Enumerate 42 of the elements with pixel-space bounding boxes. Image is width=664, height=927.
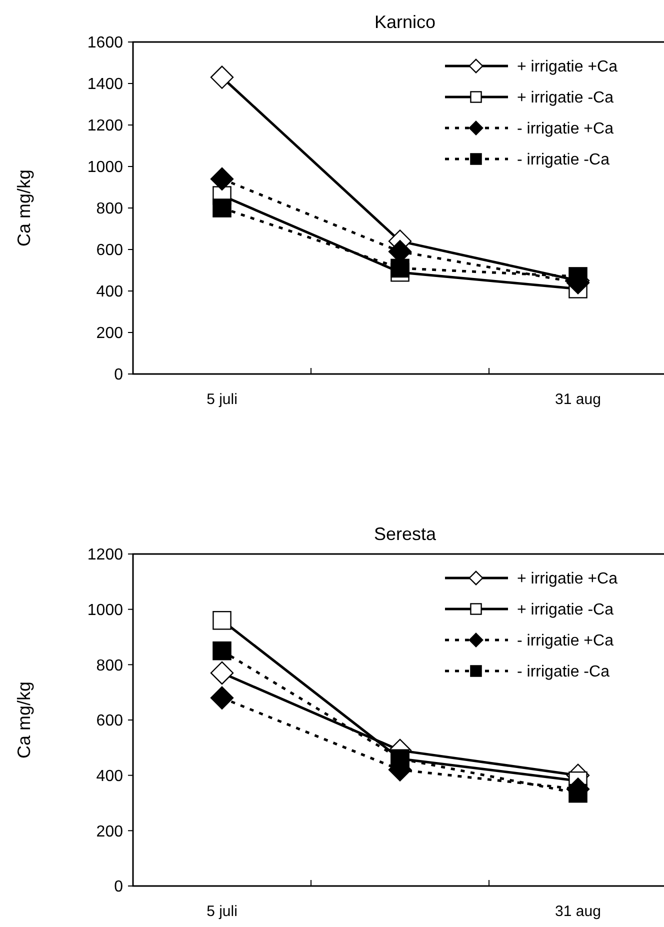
point [210, 66, 234, 89]
y-tick-label: 600 [96, 712, 124, 730]
point [212, 198, 232, 218]
point [210, 167, 234, 191]
chart-title: Karnico [374, 12, 436, 32]
y-axis-title: Ca mg/kg [14, 681, 34, 759]
legend-label: + irrigatie -Ca [517, 602, 614, 619]
y-tick-label: 1000 [87, 602, 124, 619]
point [210, 661, 234, 685]
x-tick-label: 5 juli [206, 903, 238, 920]
point [212, 611, 232, 630]
y-tick-label: 1200 [87, 118, 124, 135]
legend-label: - irrigatie +Ca [517, 632, 614, 650]
legend-label: + irrigatie +Ca [517, 58, 618, 76]
y-tick-label: 400 [96, 768, 124, 785]
point [568, 267, 588, 286]
point [390, 258, 410, 278]
y-tick-label: 400 [96, 284, 124, 301]
y-tick-label: 200 [96, 325, 124, 342]
legend-label: - irrigatie -Ca [517, 152, 610, 169]
legend-label: - irrigatie +Ca [517, 120, 614, 138]
y-tick-label: 1000 [87, 159, 124, 176]
chart-title: Seresta [374, 524, 437, 544]
legend-label: + irrigatie +Ca [517, 570, 618, 588]
point [212, 641, 232, 660]
y-tick-label: 0 [114, 366, 124, 384]
y-tick-label: 200 [96, 823, 124, 840]
y-tick-label: 1600 [87, 34, 124, 52]
point [568, 784, 588, 803]
y-tick-label: 1200 [87, 546, 124, 564]
legend-label: - irrigatie -Ca [517, 664, 610, 681]
y-tick-label: 600 [96, 242, 124, 260]
x-tick-label: 31 aug [555, 391, 601, 408]
y-tick-label: 800 [96, 200, 124, 218]
y-tick-label: 800 [96, 657, 124, 674]
legend-label: + irrigatie -Ca [517, 90, 614, 107]
point [210, 686, 234, 710]
y-tick-label: 0 [114, 878, 124, 896]
y-tick-label: 1400 [87, 76, 124, 94]
x-tick-label: 5 juli [206, 391, 238, 408]
x-tick-label: 31 aug [555, 903, 601, 920]
y-axis-title: Ca mg/kg [14, 169, 34, 247]
